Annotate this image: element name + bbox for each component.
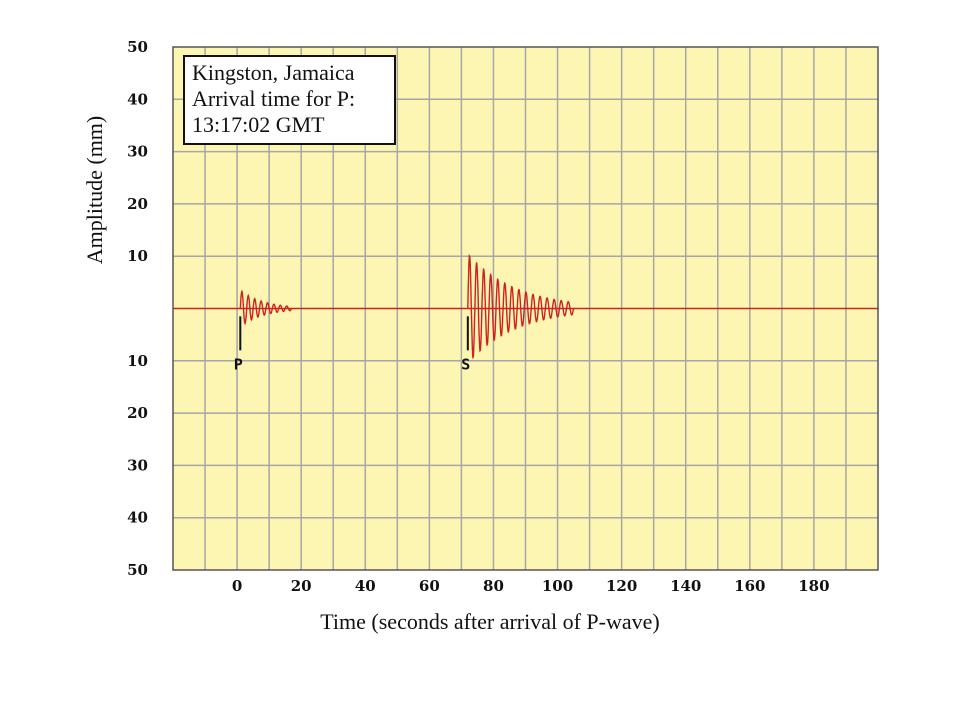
x-tick-label: 60 [419, 577, 440, 595]
x-tick-label: 120 [606, 577, 637, 595]
y-tick-label: 10 [127, 352, 148, 370]
x-tick-label: 0 [232, 577, 242, 595]
y-tick-label: 40 [127, 509, 148, 527]
info-box: Kingston, Jamaica Arrival time for P: 13… [183, 55, 396, 145]
x-tick-label: 40 [355, 577, 376, 595]
x-tick-label: 140 [670, 577, 701, 595]
x-tick-label: 20 [291, 577, 312, 595]
y-tick-label: 10 [127, 247, 148, 265]
y-tick-label: 50 [127, 561, 148, 579]
y-tick-label: 20 [127, 404, 148, 422]
s-wave-trace [467, 253, 575, 359]
p-wave-trace [239, 289, 293, 326]
x-tick-label: 80 [483, 577, 504, 595]
arrival-marker-label: S [461, 355, 470, 373]
y-axis-title: Amplitude (mm) [82, 116, 107, 264]
y-tick-label: 30 [127, 456, 148, 474]
y-tick-label: 30 [127, 143, 148, 161]
x-tick-label: 180 [798, 577, 829, 595]
x-axis-title: Time (seconds after arrival of P-wave) [320, 609, 659, 634]
y-tick-labels: 50 40 30 20 10 10 20 30 40 50 [127, 38, 148, 579]
info-line-arrival-label: Arrival time for P: [192, 86, 355, 111]
x-tick-label: 160 [734, 577, 765, 595]
y-tick-label: 50 [127, 38, 148, 56]
y-tick-label: 20 [127, 195, 148, 213]
info-line-arrival-time: 13:17:02 GMT [192, 112, 325, 137]
x-tick-labels: 0 20 40 60 80 100 120 140 160 180 [232, 577, 830, 595]
info-line-location: Kingston, Jamaica [192, 60, 355, 85]
info-box-frame [183, 55, 396, 145]
plot-frame [172, 46, 879, 571]
y-tick-label: 40 [127, 90, 148, 108]
x-tick-label: 100 [542, 577, 573, 595]
arrival-marker-label: P [234, 355, 243, 373]
